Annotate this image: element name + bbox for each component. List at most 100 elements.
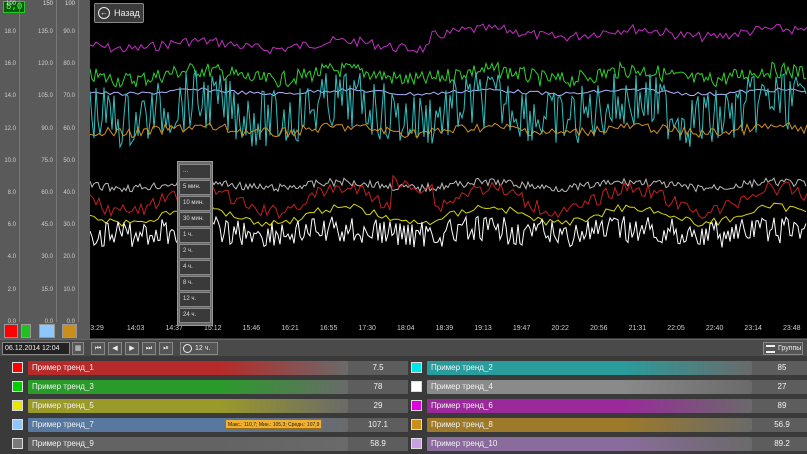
axis-tick-label: 30.0 xyxy=(63,222,75,229)
list-icon xyxy=(766,344,775,353)
legend-value: 7.5 xyxy=(348,360,408,375)
legend-row[interactable]: Пример тренд_1 7.5 xyxy=(12,360,408,375)
axis-tick-label: 0.0 xyxy=(44,318,53,325)
legend-swatch[interactable] xyxy=(411,438,422,449)
legend-bar: Пример тренд_5 xyxy=(28,398,348,413)
axis-tick-label: 60.0 xyxy=(63,125,75,132)
time-tick-label: 16:55 xyxy=(319,325,338,332)
time-tick-label: 23:48 xyxy=(783,325,801,332)
period-option[interactable]: 10 мин. xyxy=(179,196,211,211)
time-tick-label: 17:30 xyxy=(358,325,376,332)
axis-tick-label: 4.0 xyxy=(7,254,16,261)
period-option[interactable]: 30 мин. xyxy=(179,212,211,227)
legend-value: 78 xyxy=(348,379,408,394)
legend-row[interactable]: Пример тренд_9 58.9 xyxy=(12,436,408,451)
period-option[interactable]: 24 ч. xyxy=(179,308,211,323)
time-tick-label: 18:04 xyxy=(397,325,415,332)
axis-tick-label: 0.0 xyxy=(66,318,75,325)
groups-button[interactable]: Группы xyxy=(763,342,803,355)
legend-swatch[interactable] xyxy=(411,362,422,373)
legend-swatch[interactable] xyxy=(12,362,23,373)
legend-swatch[interactable] xyxy=(12,381,23,392)
time-tick-label: 15:12 xyxy=(204,325,222,332)
axis-tick-label: 80.0 xyxy=(63,61,75,68)
legend-name: Пример тренд_4 xyxy=(431,381,493,391)
axis-tick-label: 105.0 xyxy=(37,93,53,100)
last-button[interactable]: ⏭ xyxy=(142,342,156,355)
legend: Пример тренд_1 7.5 Пример тренд_2 85 Пример … xyxy=(0,357,807,454)
axis-tick-label: 90.0 xyxy=(41,125,53,132)
time-tick-label: 14:03 xyxy=(126,325,145,332)
back-arrow-icon: ← xyxy=(98,7,110,19)
back-button[interactable]: ← Назад xyxy=(94,3,144,23)
period-option[interactable]: 8 ч. xyxy=(179,276,211,291)
period-option[interactable]: 4 ч. xyxy=(179,260,211,275)
time-axis: 3:29 14:03 14:37 15:12 15:46 16:21 16:55 17:30 1… xyxy=(90,324,807,338)
legend-swatch[interactable] xyxy=(12,438,23,449)
legend-value: 29 xyxy=(348,398,408,413)
trend-color-green-button[interactable] xyxy=(21,324,31,338)
period-option[interactable]: 1 ч. xyxy=(179,228,211,243)
trend-color-orange-button[interactable] xyxy=(62,324,77,338)
calendar-icon[interactable]: ▦ xyxy=(72,342,84,355)
stats-tooltip: Макс.: 110,7; Мин.: 105,3; Средн.: 107,9 xyxy=(225,419,323,429)
legend-swatch[interactable] xyxy=(411,381,422,392)
realtime-button[interactable]: ⏯ xyxy=(159,342,173,355)
axis-tick-label: 14.0 xyxy=(4,93,16,100)
axis-tick-label: 0.0 xyxy=(7,318,16,325)
time-tick-label: 15:46 xyxy=(242,325,261,332)
axis-tick-label: 20.0 xyxy=(63,254,75,261)
axis-tick-label: 90.0 xyxy=(63,29,75,35)
legend-name: Пример тренд_6 xyxy=(431,400,493,410)
legend-bar: Пример тренд_4 xyxy=(427,379,752,394)
y-axis-3: 100 90.0 80.0 70.0 60.0 50.0 40.0 30.0 20.0 10.0 0… xyxy=(57,0,79,325)
time-tick-label: 20:56 xyxy=(590,325,608,332)
prev-button[interactable]: ◀ xyxy=(108,342,122,355)
legend-name: Пример тренд_3 xyxy=(32,381,94,391)
period-option[interactable]: 2 ч. xyxy=(179,244,211,259)
trend-color-blue-button[interactable] xyxy=(39,324,55,338)
legend-swatch[interactable] xyxy=(12,419,23,430)
next-button[interactable]: ▶ xyxy=(125,342,139,355)
period-button[interactable]: 12 ч. xyxy=(180,342,218,355)
legend-value: 56.9 xyxy=(752,417,807,432)
axis-tick-label: 18.0 xyxy=(4,29,16,35)
trend-line-3 xyxy=(90,60,807,89)
legend-row[interactable]: Пример тренд_7 107.1 xyxy=(12,417,408,432)
period-option[interactable]: 12 ч. xyxy=(179,292,211,307)
legend-swatch[interactable] xyxy=(12,400,23,411)
axis-tick-label: 50.0 xyxy=(63,157,75,164)
legend-bar: Пример тренд_1 xyxy=(28,360,348,375)
axis-tick-label: 120.0 xyxy=(37,61,53,68)
legend-row[interactable]: Пример тренд_10 89.2 xyxy=(411,436,807,451)
trend-color-red-button[interactable] xyxy=(4,324,18,338)
legend-swatch[interactable] xyxy=(411,400,422,411)
legend-name: Пример тренд_10 xyxy=(431,438,498,448)
legend-row[interactable]: Пример тренд_8 56.9 xyxy=(411,417,807,432)
clock-icon xyxy=(183,344,192,353)
period-option[interactable]: ... xyxy=(179,164,211,179)
axis-max-label: 150 xyxy=(42,1,53,7)
time-tick-label: 22:05 xyxy=(667,325,685,332)
axis-tick-label: 12.0 xyxy=(4,125,16,132)
legend-row[interactable]: Пример тренд_6 89 xyxy=(411,398,807,413)
legend-row[interactable]: Пример тренд_3 78 xyxy=(12,379,408,394)
legend-bar: Пример тренд_8 xyxy=(427,417,752,432)
legend-row[interactable]: Пример тренд_4 27 xyxy=(411,379,807,394)
legend-value: 107.1 xyxy=(348,417,408,432)
legend-row[interactable]: Пример тренд_5 29 xyxy=(12,398,408,413)
legend-bar: Пример тренд_10 xyxy=(427,436,752,451)
period-label: 12 ч. xyxy=(195,345,211,352)
period-option[interactable]: 5 мин. xyxy=(179,180,211,195)
y-axis-2: 150 135.0 120.0 105.0 90.0 75.0 60.0 45.0 30.0 15… xyxy=(20,0,57,325)
groups-label: Группы xyxy=(778,345,802,352)
legend-swatch[interactable] xyxy=(411,419,422,430)
time-tick-label: 23:14 xyxy=(744,325,762,332)
legend-bar: Пример тренд_9 xyxy=(28,436,348,451)
axis-tick-label: 40.0 xyxy=(63,190,75,196)
axis-tick-label: 60.0 xyxy=(41,190,53,196)
time-tick-label: 18:39 xyxy=(435,325,454,332)
first-button[interactable]: ⏮ xyxy=(91,342,105,355)
date-input[interactable]: 06.12.2014 12:04 xyxy=(2,342,70,355)
legend-row[interactable]: Пример тренд_2 85 xyxy=(411,360,807,375)
